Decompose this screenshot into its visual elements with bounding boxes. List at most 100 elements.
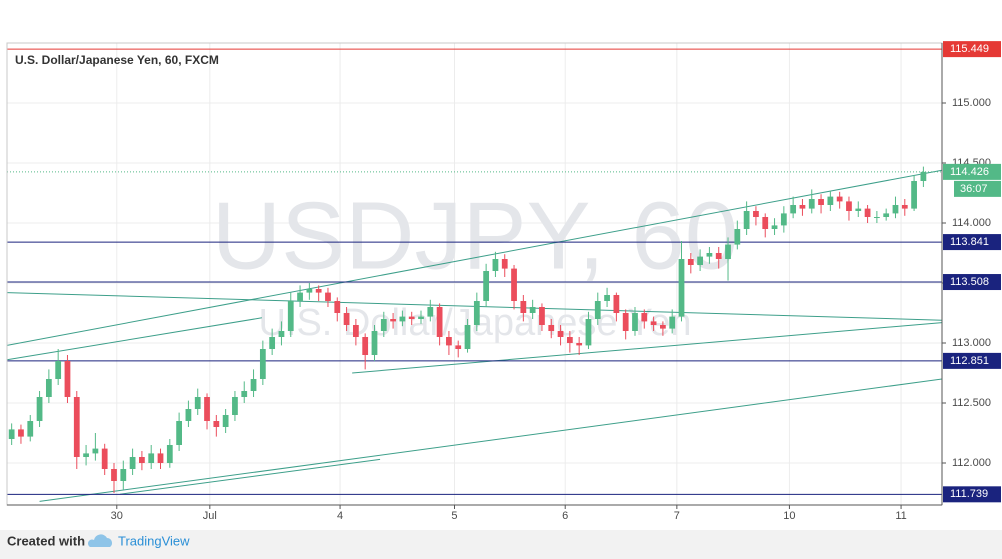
y-tick-label: 115.000 — [952, 97, 991, 109]
candle-body — [232, 397, 238, 415]
candle-body — [753, 211, 759, 217]
candle-body — [464, 325, 471, 349]
candle-body — [660, 325, 666, 329]
candle-body — [892, 205, 899, 214]
level-label: 115.449 — [950, 43, 989, 55]
candle-body — [241, 391, 248, 397]
candle-body — [64, 361, 71, 397]
x-tick-label: 7 — [674, 510, 680, 522]
candle-body — [855, 208, 862, 211]
candle-body — [566, 337, 573, 343]
candle-body — [408, 316, 415, 319]
y-tick-label: 114.000 — [952, 217, 991, 229]
candle-body — [734, 229, 741, 245]
countdown-bg — [954, 180, 1001, 197]
x-tick-label: 5 — [451, 510, 457, 522]
candle-body — [706, 253, 713, 257]
candle-body — [827, 196, 834, 205]
candle-body — [380, 319, 387, 331]
candle-body — [613, 295, 620, 313]
candle-body — [352, 325, 359, 337]
candle-body — [139, 457, 145, 463]
footer-prefix: Created with — [7, 533, 85, 548]
candle-body — [799, 205, 806, 209]
y-tick-label: 112.500 — [952, 397, 991, 409]
level-label-bg — [943, 352, 1001, 369]
candle-body — [418, 316, 424, 319]
candle-body — [501, 259, 508, 269]
candle-body — [650, 321, 657, 325]
level-label: 111.739 — [950, 488, 988, 500]
candle-body — [343, 313, 350, 325]
candle-body — [446, 337, 452, 346]
candle-body — [427, 307, 434, 317]
candle-body — [836, 196, 843, 202]
candle-body — [436, 307, 443, 337]
x-tick-label: 10 — [783, 510, 795, 522]
candle-body — [157, 453, 164, 463]
candle-body — [278, 331, 285, 337]
candle-body — [539, 307, 545, 325]
candle-body — [557, 331, 564, 337]
candle-body — [771, 225, 778, 229]
trendline — [352, 322, 943, 374]
candle-body — [808, 199, 815, 209]
candle-body — [36, 397, 43, 421]
candle-body — [622, 313, 629, 331]
candle-body — [883, 213, 890, 217]
x-tick-label: 30 — [111, 510, 123, 522]
candle-body — [399, 316, 406, 322]
candle-body — [473, 301, 480, 325]
candle-body — [269, 337, 276, 349]
trendline — [6, 317, 262, 361]
candle-body — [641, 313, 648, 322]
candle-body — [864, 208, 871, 217]
candle-body — [371, 331, 378, 355]
candle-body — [520, 301, 527, 313]
chart-title: U.S. Dollar/Japanese Yen, 60, FXCM — [15, 53, 219, 67]
candle-body — [594, 301, 601, 319]
level-label-bg — [943, 486, 1001, 503]
candle-body — [18, 429, 24, 437]
candle-body — [120, 469, 127, 481]
candle-body — [483, 271, 490, 301]
watermark: USDJPY, 60 — [212, 182, 739, 289]
candle-body — [250, 379, 257, 391]
candle-body — [259, 349, 266, 379]
y-tick-label: 113.000 — [952, 337, 991, 349]
candle-body — [111, 469, 117, 481]
candle-body — [669, 316, 676, 329]
x-tick-label: Jul — [203, 510, 217, 522]
level-label: 113.508 — [950, 276, 989, 288]
candle-body — [287, 301, 294, 331]
footer-brand[interactable]: TradingView — [118, 533, 190, 548]
candle-body — [306, 289, 313, 293]
candle-body — [222, 415, 229, 427]
candle-body — [780, 213, 787, 226]
candle-body — [362, 337, 369, 355]
candle-body — [390, 319, 396, 322]
candle-body — [529, 307, 536, 313]
candle-body — [846, 201, 852, 211]
candle-body — [297, 292, 303, 301]
candle-body — [790, 205, 797, 214]
candle-body — [204, 397, 210, 421]
candle-body — [315, 289, 322, 293]
candle-body — [455, 345, 462, 349]
x-tick-label: 6 — [562, 510, 568, 522]
candle-body — [325, 292, 331, 301]
candle-body — [101, 448, 108, 469]
candle-body — [185, 409, 192, 421]
candle-body — [83, 453, 89, 457]
trendline — [39, 378, 943, 502]
candle-body — [678, 259, 685, 317]
candle-body — [27, 421, 34, 437]
candle-body — [818, 199, 824, 205]
level-label-bg — [943, 234, 1001, 251]
level-label: 112.851 — [950, 355, 989, 367]
candle-body — [725, 244, 731, 259]
x-tick-label: 4 — [337, 510, 343, 522]
